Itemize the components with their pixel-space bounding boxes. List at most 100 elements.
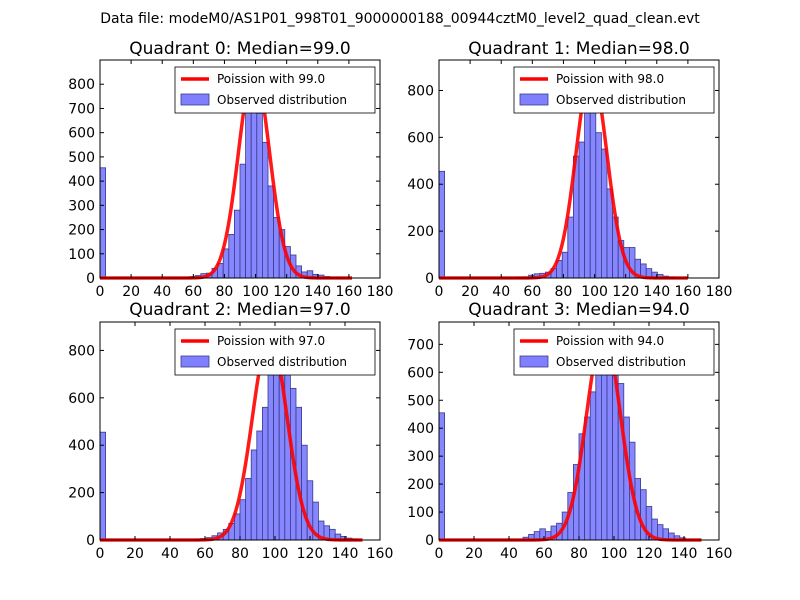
histogram-bar: [222, 248, 230, 279]
x-tick-label: 160: [706, 546, 733, 562]
y-tick-label: 0: [86, 533, 95, 549]
legend-patch-swatch: [180, 93, 210, 106]
histogram-bar: [245, 477, 252, 541]
y-tick-label: 0: [425, 271, 434, 287]
legend-label: Poission with 94.0: [556, 334, 664, 348]
legend-label: Observed distribution: [556, 93, 686, 107]
histogram-bar: [284, 366, 291, 541]
x-tick-label: 40: [500, 546, 518, 562]
x-tick-label: 100: [262, 546, 289, 562]
histogram-bar: [601, 148, 608, 279]
legend-patch-swatch: [180, 355, 210, 368]
legend-label: Observed distribution: [217, 355, 347, 369]
legend-patch-swatch: [519, 93, 549, 106]
histogram-bar: [256, 430, 263, 541]
y-tick-label: 800: [68, 343, 95, 359]
y-tick-label: 800: [68, 77, 95, 93]
x-tick-label: 120: [612, 284, 639, 300]
histogram-bar: [595, 371, 602, 541]
histogram-bar: [261, 406, 269, 541]
x-tick-label: 80: [216, 284, 234, 300]
histogram-bar: [567, 216, 574, 279]
x-tick-label: 20: [126, 546, 144, 562]
panel-quadrant-0: Quadrant 0: Median=99.0 0 20 40 60 80 100 120 1…: [68, 39, 393, 300]
x-tick-label: 120: [297, 546, 324, 562]
y-tick-label: 400: [407, 177, 434, 193]
y-tick-label: 600: [407, 130, 434, 146]
x-tick-label: 0: [96, 284, 105, 300]
x-tick-label: 140: [332, 546, 359, 562]
histogram-bar: [438, 170, 445, 279]
x-tick-label: 80: [555, 284, 573, 300]
x-tick-label: 20: [461, 284, 479, 300]
x-tick-label: 0: [96, 546, 105, 562]
panel-quadrant-3: Quadrant 3: Median=94.0 0 20 40 60 80 100 120 1…: [407, 300, 732, 562]
y-tick-label: 100: [407, 505, 434, 521]
histogram-bar: [233, 209, 241, 279]
panel-title: Quadrant 3: Median=94.0: [468, 300, 690, 320]
x-tick-label: 180: [367, 284, 394, 300]
histogram-bar: [250, 103, 258, 279]
y-tick-label: 400: [68, 174, 95, 190]
y-tick-label: 500: [407, 393, 434, 409]
histogram-bar: [245, 91, 252, 279]
legend-label: Observed distribution: [217, 93, 347, 107]
x-tick-label: 160: [367, 546, 394, 562]
y-tick-label: 600: [407, 365, 434, 381]
y-tick-label: 700: [68, 101, 95, 117]
panel-title: Quadrant 0: Median=99.0: [129, 39, 351, 59]
histogram-bar: [589, 391, 597, 541]
y-tick-label: 400: [68, 438, 95, 454]
x-tick-label: 20: [122, 284, 140, 300]
y-tick-label: 100: [68, 247, 95, 263]
histogram-bar: [261, 141, 269, 279]
legend-patch-swatch: [519, 355, 549, 368]
histogram-bar: [267, 373, 274, 541]
x-tick-label: 160: [675, 284, 702, 300]
histogram-bar: [99, 431, 106, 541]
x-tick-label: 160: [336, 284, 363, 300]
y-tick-label: 400: [407, 421, 434, 437]
axes-frame: [438, 59, 720, 279]
histogram-bar: [256, 112, 263, 279]
histogram-bar: [228, 233, 235, 279]
legend-label: Poission with 99.0: [217, 72, 325, 86]
x-tick-label: 60: [184, 284, 202, 300]
x-tick-label: 40: [492, 284, 510, 300]
y-tick-label: 500: [68, 150, 95, 166]
x-tick-label: 120: [636, 546, 663, 562]
x-tick-label: 120: [273, 284, 300, 300]
x-tick-label: 20: [465, 546, 483, 562]
axes-frame: [99, 59, 381, 279]
x-tick-label: 140: [643, 284, 670, 300]
histogram-bar: [301, 444, 308, 541]
x-tick-label: 100: [581, 284, 608, 300]
panel-quadrant-1: Quadrant 1: Median=98.0 0 20 40 60 80 100 120 1…: [407, 39, 732, 300]
histogram-bar: [99, 167, 106, 279]
x-tick-label: 0: [435, 546, 444, 562]
x-tick-label: 0: [435, 284, 444, 300]
y-tick-label: 800: [407, 83, 434, 99]
legend-label: Observed distribution: [556, 355, 686, 369]
histogram-bar: [239, 499, 246, 541]
y-tick-label: 200: [68, 223, 95, 239]
x-tick-label: 80: [231, 546, 249, 562]
y-tick-label: 200: [407, 477, 434, 493]
y-tick-label: 600: [68, 391, 95, 407]
y-tick-label: 200: [407, 224, 434, 240]
histogram-bar: [273, 350, 280, 541]
legend-label: Poission with 98.0: [556, 72, 664, 86]
x-tick-label: 60: [196, 546, 214, 562]
x-tick-label: 180: [706, 284, 733, 300]
histogram-bar: [239, 163, 246, 279]
panel-title: Quadrant 1: Median=98.0: [468, 39, 690, 59]
panel-quadrant-2: Quadrant 2: Median=97.0 0 20 40 60 80 100 120 1…: [68, 300, 393, 562]
histogram-bar: [250, 449, 258, 541]
x-tick-label: 40: [153, 284, 171, 300]
y-tick-label: 600: [68, 126, 95, 142]
y-tick-label: 300: [68, 198, 95, 214]
x-tick-label: 140: [304, 284, 331, 300]
x-tick-label: 60: [523, 284, 541, 300]
x-tick-label: 40: [161, 546, 179, 562]
